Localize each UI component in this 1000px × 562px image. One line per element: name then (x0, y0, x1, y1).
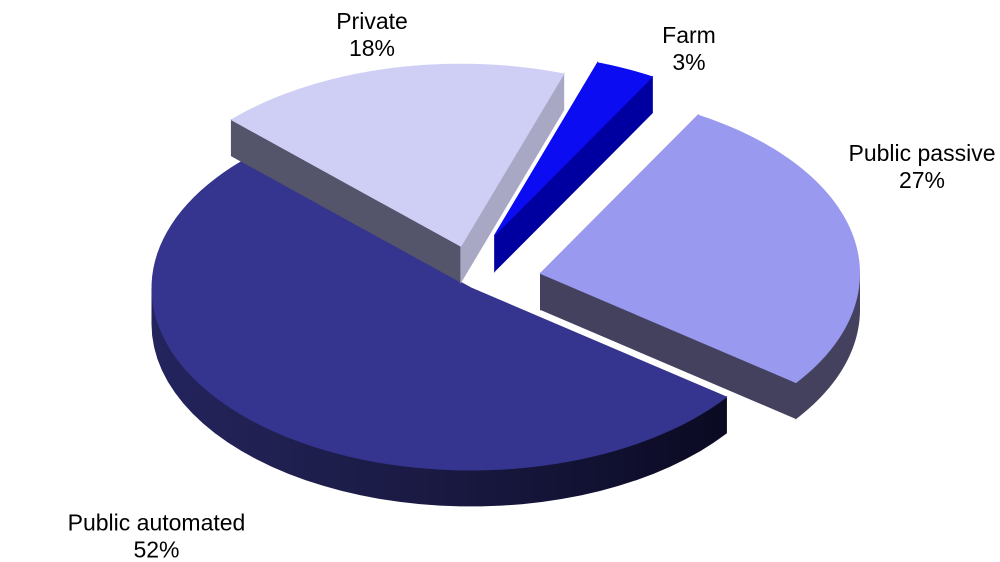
svg-text:3%: 3% (672, 49, 705, 75)
svg-text:Public passive: Public passive (848, 140, 995, 166)
svg-text:Private: Private (336, 8, 408, 34)
svg-text:Public automated: Public automated (68, 510, 246, 536)
svg-text:Farm: Farm (662, 22, 716, 48)
svg-text:52%: 52% (133, 537, 179, 562)
svg-text:18%: 18% (349, 35, 395, 61)
svg-text:27%: 27% (899, 167, 945, 193)
